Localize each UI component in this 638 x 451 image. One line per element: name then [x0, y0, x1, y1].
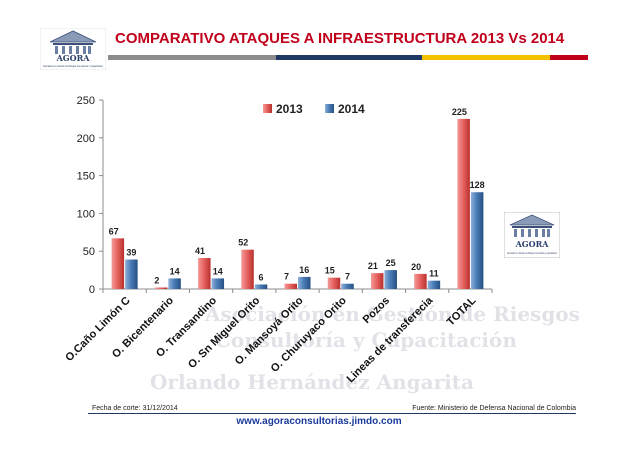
footer-divider	[88, 413, 576, 414]
y-tick-label: 50	[83, 246, 95, 258]
bar-2014-7	[427, 280, 441, 289]
header-color-band	[108, 55, 588, 60]
y-tick-label: 250	[77, 95, 95, 107]
logo-top-subtitle: Asociación en Gestión de Riesgos Consult…	[43, 64, 103, 68]
bar-2014-6	[384, 270, 397, 289]
bar-2013-7	[414, 273, 427, 289]
data-label-2013: 15	[325, 266, 335, 276]
x-category-label: TOTAL	[445, 294, 479, 328]
bar-2014-1	[168, 278, 181, 289]
bar-2013-1	[154, 287, 168, 289]
bar-2013-3	[241, 249, 254, 289]
data-label-2013: 20	[411, 262, 421, 272]
data-label-2013: 41	[195, 246, 205, 256]
x-category-label: O. Sn Miguel Orito	[186, 294, 263, 371]
watermark-line1: Asociación en Gestión de Riesgos	[205, 302, 580, 326]
watermark-line3: Orlando Hernández Angarita	[150, 370, 474, 394]
agora-logo-inner: AGORA Asociación en Gestión de Riesgos C…	[504, 212, 560, 258]
logo-inner-text: AGORA	[515, 239, 550, 249]
logo-inner-subtitle: Asociación en Gestión de Riesgos Consult…	[507, 251, 557, 255]
data-label-2014: 6	[259, 272, 264, 282]
y-tick-label: 200	[77, 133, 95, 145]
data-label-2013: 52	[238, 238, 248, 248]
legend-swatch-2014	[325, 104, 334, 113]
bar-2013-4	[284, 283, 297, 289]
y-tick-label: 0	[89, 284, 95, 296]
bar-2014-2	[211, 278, 225, 289]
footer-source: Fuente: Ministerio de Defensa Nacional d…	[412, 405, 576, 412]
bar-2014-5	[341, 283, 354, 289]
footer-cutoff-date: Fecha de corte: 31/12/2014	[92, 405, 178, 412]
data-label-2014: 14	[170, 266, 180, 276]
data-label-2013: 7	[284, 272, 289, 282]
data-label-2013: 225	[452, 107, 467, 117]
data-label-2014: 25	[386, 258, 396, 268]
data-label-2014: 128	[470, 180, 485, 190]
watermark-line2: Consultoría y Capacitación	[215, 328, 517, 352]
data-label-2013: 21	[368, 261, 378, 271]
x-category-label: Pozos	[361, 295, 392, 326]
bar-2014-0	[125, 259, 138, 289]
x-category-label: Lineas de transferecia	[345, 294, 436, 385]
website-link[interactable]: www.agoraconsultorias.jimdo.com	[236, 416, 402, 427]
bar-2013-5	[327, 277, 341, 289]
bar-2013-6	[370, 273, 384, 289]
data-label-2013: 67	[109, 226, 119, 236]
y-tick-label: 100	[77, 208, 95, 220]
bar-2013-2	[198, 258, 211, 289]
legend-label-2014: 2014	[338, 102, 365, 116]
bar-2013-0	[111, 238, 125, 289]
bar-2014-4	[298, 276, 311, 289]
legend-label-2013: 2013	[276, 102, 303, 116]
data-label-2014: 16	[299, 265, 309, 275]
bar-2013-8	[457, 118, 470, 290]
x-category-label: O. Churuyaco Orito	[269, 294, 349, 374]
data-label-2014: 39	[126, 248, 136, 258]
logo-top-text: AGORA	[56, 53, 91, 63]
bar-2014-8	[470, 192, 484, 289]
bar-2014-3	[254, 284, 268, 289]
page-title: COMPARATIVO ATAQUES A INFRAESTRUCTURA 20…	[115, 30, 565, 47]
y-tick-label: 150	[77, 171, 95, 183]
legend-swatch-2013	[263, 104, 272, 113]
data-label-2014: 7	[345, 272, 350, 282]
data-label-2014: 11	[429, 269, 439, 279]
data-label-2014: 14	[213, 266, 223, 276]
data-label-2013: 2	[154, 275, 159, 285]
